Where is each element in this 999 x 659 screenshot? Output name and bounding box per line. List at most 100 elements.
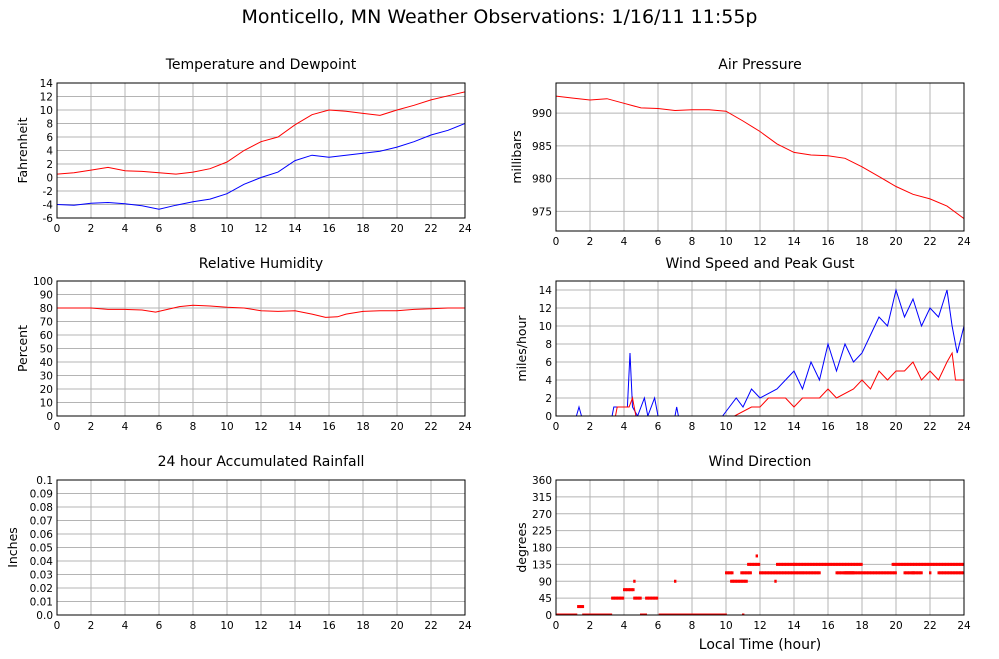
- direction-point: [894, 571, 897, 575]
- direction-point: [687, 613, 691, 615]
- x-tick-label: 24: [957, 620, 971, 632]
- direction-point: [667, 613, 671, 615]
- x-tick-label: 4: [122, 620, 129, 632]
- x-tick-label: 8: [190, 620, 197, 632]
- direction-point: [874, 571, 877, 575]
- direction-point: [850, 571, 853, 575]
- direction-point: [932, 562, 936, 566]
- direction-point: [871, 571, 874, 575]
- direction-point: [674, 579, 677, 583]
- direction-point: [863, 571, 867, 575]
- direction-point: [818, 571, 821, 575]
- direction-point: [568, 613, 572, 615]
- direction-point: [885, 571, 888, 575]
- direction-point: [920, 562, 924, 566]
- y-tick-label: 0: [46, 173, 53, 185]
- direction-point: [795, 571, 799, 575]
- direction-point: [585, 613, 588, 615]
- x-tick-label: 0: [54, 421, 61, 433]
- direction-point: [803, 562, 807, 566]
- x-tick-label: 14: [787, 421, 801, 433]
- direction-point: [712, 613, 715, 615]
- y-tick-label: 8: [46, 119, 53, 131]
- direction-point: [868, 571, 871, 575]
- y-tick-label: -2: [43, 186, 53, 198]
- direction-point: [623, 588, 626, 592]
- direction-point: [909, 562, 913, 566]
- direction-point: [780, 571, 783, 575]
- direction-point: [940, 562, 943, 566]
- direction-point: [958, 562, 962, 566]
- x-tick-label: 0: [54, 620, 61, 632]
- x-tick-label: 18: [855, 421, 868, 433]
- series-line-0: [556, 95, 964, 220]
- direction-point: [862, 571, 865, 575]
- direction-point: [713, 613, 717, 615]
- y-tick-label: 14: [40, 78, 54, 90]
- x-tick-label: 4: [122, 223, 129, 235]
- direction-point: [870, 571, 873, 575]
- y-tick-label: 0: [46, 411, 53, 423]
- direction-point: [791, 562, 794, 566]
- direction-point: [831, 562, 834, 566]
- direction-point: [809, 571, 812, 575]
- direction-point: [748, 562, 752, 566]
- direction-point: [809, 562, 813, 566]
- direction-point: [843, 562, 846, 566]
- direction-point: [840, 571, 843, 575]
- chart-title: Relative Humidity: [199, 256, 323, 272]
- x-tick-label: 12: [753, 421, 766, 433]
- direction-point: [649, 596, 653, 600]
- direction-point: [661, 613, 665, 615]
- direction-point: [834, 562, 837, 566]
- page-title: Monticello, MN Weather Observations: 1/1…: [241, 6, 758, 28]
- x-tick-label: 22: [424, 223, 437, 235]
- y-tick-label: 315: [532, 492, 552, 504]
- direction-point: [621, 596, 625, 600]
- direction-point: [724, 613, 727, 615]
- direction-point: [948, 562, 951, 566]
- direction-point: [789, 562, 793, 566]
- direction-point: [816, 571, 820, 575]
- direction-point: [954, 571, 957, 575]
- x-tick-label: 2: [88, 223, 95, 235]
- y-axis-label: Fahrenheit: [15, 117, 30, 183]
- y-tick-label: 90: [539, 576, 552, 588]
- direction-point: [946, 562, 950, 566]
- y-tick-label: 0.02: [30, 583, 53, 595]
- direction-point: [777, 562, 780, 566]
- chart-title: Air Pressure: [718, 57, 801, 73]
- direction-point: [578, 605, 582, 609]
- direction-point: [706, 613, 709, 615]
- direction-point: [774, 571, 777, 575]
- direction-point: [565, 613, 569, 615]
- direction-point: [807, 571, 811, 575]
- x-tick-label: 24: [957, 236, 971, 248]
- direction-point: [646, 596, 650, 600]
- direction-point: [866, 571, 870, 575]
- direction-point: [730, 579, 733, 583]
- direction-point: [785, 571, 788, 575]
- direction-point: [893, 562, 896, 566]
- direction-point: [794, 562, 797, 566]
- direction-point: [690, 613, 694, 615]
- direction-point: [919, 562, 922, 566]
- direction-point: [846, 562, 849, 566]
- y-tick-label: 0.03: [30, 570, 53, 582]
- direction-point: [883, 571, 887, 575]
- direction-point: [848, 571, 851, 575]
- x-tick-label: 6: [156, 223, 163, 235]
- direction-point: [929, 562, 933, 566]
- direction-point: [556, 613, 559, 615]
- direction-point: [900, 562, 904, 566]
- direction-point: [776, 562, 779, 566]
- x-tick-label: 18: [356, 620, 369, 632]
- direction-point: [810, 571, 814, 575]
- x-tick-label: 22: [923, 421, 936, 433]
- y-tick-label: 180: [532, 543, 552, 555]
- direction-point: [955, 562, 959, 566]
- direction-point: [903, 571, 906, 575]
- direction-point: [774, 579, 777, 583]
- direction-point: [786, 562, 790, 566]
